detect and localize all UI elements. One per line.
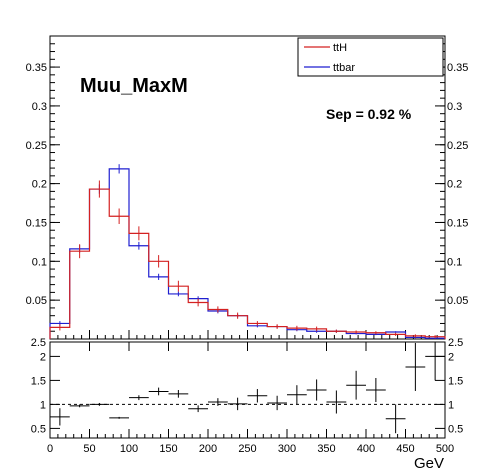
ratio-y-tick-label-left: 1 — [40, 399, 46, 411]
separation-label: Sep = 0.92 % — [326, 106, 412, 122]
legend: ttH ttbar — [297, 37, 444, 77]
y-tick-label-right: 0.2 — [447, 179, 462, 191]
ratio-y-tick-label-left: 1.5 — [31, 375, 46, 387]
x-tick-label: 300 — [278, 443, 296, 455]
x-tick-label: 400 — [357, 443, 375, 455]
ratio-y-tick-label-left: 0.5 — [31, 423, 46, 435]
ratio-axes: 0.5 0.5 1 1 1.5 1.5 2 2 2.5 2.5 0 50 100 150 200 250 300… — [31, 337, 464, 455]
ratio-y-tick-label-right: 1.5 — [448, 375, 463, 387]
y-tick-label-right: 0.25 — [447, 140, 468, 152]
y-tick-label-right: 0.3 — [447, 101, 462, 113]
ratio-top-label-left: 2.5 — [31, 337, 46, 349]
y-tick-label-left: 0.3 — [32, 101, 47, 113]
ratio-y-tick-label-right: 0.5 — [448, 423, 463, 435]
ratio-top-label-right: 2.5 — [448, 337, 463, 349]
plot-title: Muu_MaxM — [80, 75, 188, 97]
x-tick-label: 250 — [238, 443, 256, 455]
x-tick-label: 100 — [120, 443, 138, 455]
y-tick-label-left: 0.15 — [26, 217, 47, 229]
x-tick-label: 500 — [436, 443, 454, 455]
x-tick-label: 150 — [159, 443, 177, 455]
y-tick-label-right: 0.15 — [447, 217, 468, 229]
legend-label-ttbar: ttbar — [333, 62, 355, 74]
x-tick-label: 0 — [47, 443, 53, 455]
legend-box — [297, 37, 444, 77]
y-tick-label-right: 0.05 — [447, 295, 468, 307]
x-tick-label: 350 — [317, 443, 335, 455]
y-tick-label-left: 0.25 — [26, 140, 47, 152]
x-tick-label: 200 — [199, 443, 217, 455]
ratio-points — [50, 342, 445, 434]
y-tick-label-right: 0.1 — [447, 256, 462, 268]
y-tick-label-left: 0.35 — [26, 62, 47, 74]
histogram-line-tth — [49, 188, 446, 339]
x-tick-label: 50 — [83, 443, 95, 455]
y-tick-label-left: 0.1 — [32, 256, 47, 268]
y-tick-label-right: 0.35 — [447, 62, 468, 74]
legend-label-tth: ttH — [333, 42, 347, 54]
ratio-y-tick-label-right: 1 — [448, 399, 454, 411]
main-histograms — [49, 164, 446, 339]
y-tick-label-left: 0.2 — [32, 179, 47, 191]
y-tick-label-left: 0.05 — [26, 295, 47, 307]
ratio-y-tick-label-left: 2 — [40, 351, 46, 363]
x-axis-label: GeV — [414, 455, 444, 472]
x-tick-label: 450 — [396, 443, 414, 455]
ratio-y-tick-label-right: 2 — [448, 351, 454, 363]
